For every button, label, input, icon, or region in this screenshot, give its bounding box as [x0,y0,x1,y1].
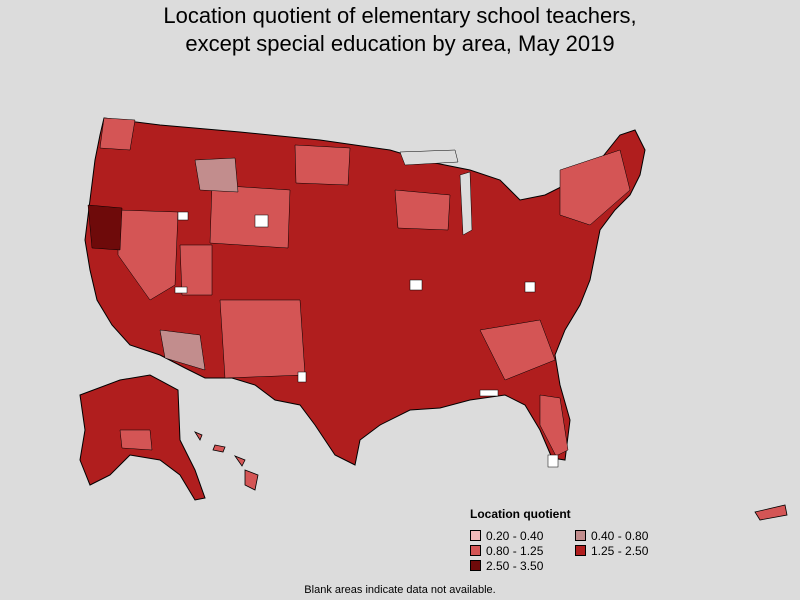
lake-michigan [459,171,473,236]
legend-swatch [575,530,586,541]
legend-grid: 0.20 - 0.40 0.40 - 0.80 0.80 - 1.25 1.25… [470,528,690,573]
legend-label: 0.40 - 0.80 [591,528,649,543]
region-southeast [479,319,556,381]
legend-swatch [470,545,481,556]
region-arizona [159,329,206,371]
blank-area [479,389,499,397]
blank-area [409,279,423,291]
legend-item: 2.50 - 3.50 [470,558,575,573]
blank-area [524,281,536,293]
puerto-rico [754,504,788,521]
region-midwest [394,189,451,231]
blank-area [254,214,269,228]
legend-title: Location quotient [470,507,571,521]
blank-area [174,286,188,294]
region-florida [539,394,569,457]
region-wyoming [209,184,291,249]
region-washington [99,117,136,151]
legend-swatch [470,560,481,571]
legend-item: 0.80 - 1.25 [470,543,575,558]
blank-area [547,454,559,468]
legend-swatch [470,530,481,541]
region-utah [179,244,213,296]
title-line-1: Location quotient of elementary school t… [163,3,637,28]
legend-label: 1.25 - 2.50 [591,543,649,558]
blank-area [177,211,189,221]
legend-label: 2.50 - 3.50 [486,558,544,573]
title-line-2: except special education by area, May 20… [185,31,615,56]
legend-item: 0.20 - 0.40 [470,528,575,543]
region-dakotas [294,144,351,186]
legend-label: 0.80 - 1.25 [486,543,544,558]
legend: Location quotient 0.20 - 0.40 0.40 - 0.8… [470,507,690,573]
legend-item: 1.25 - 2.50 [575,543,685,558]
legend-item: 0.40 - 0.80 [575,528,685,543]
region-northeast [559,149,631,226]
legend-label: 0.20 - 0.40 [486,528,544,543]
footnote: Blank areas indicate data not available. [304,584,496,596]
region-northern-california [87,204,123,251]
legend-swatch [575,545,586,556]
region-montana [194,157,239,193]
alaska-region [119,429,153,451]
lake-superior [399,149,459,166]
hawaii [193,431,259,491]
chart-title: Location quotient of elementary school t… [0,2,800,58]
region-southwest [219,299,306,379]
blank-area [297,371,307,383]
